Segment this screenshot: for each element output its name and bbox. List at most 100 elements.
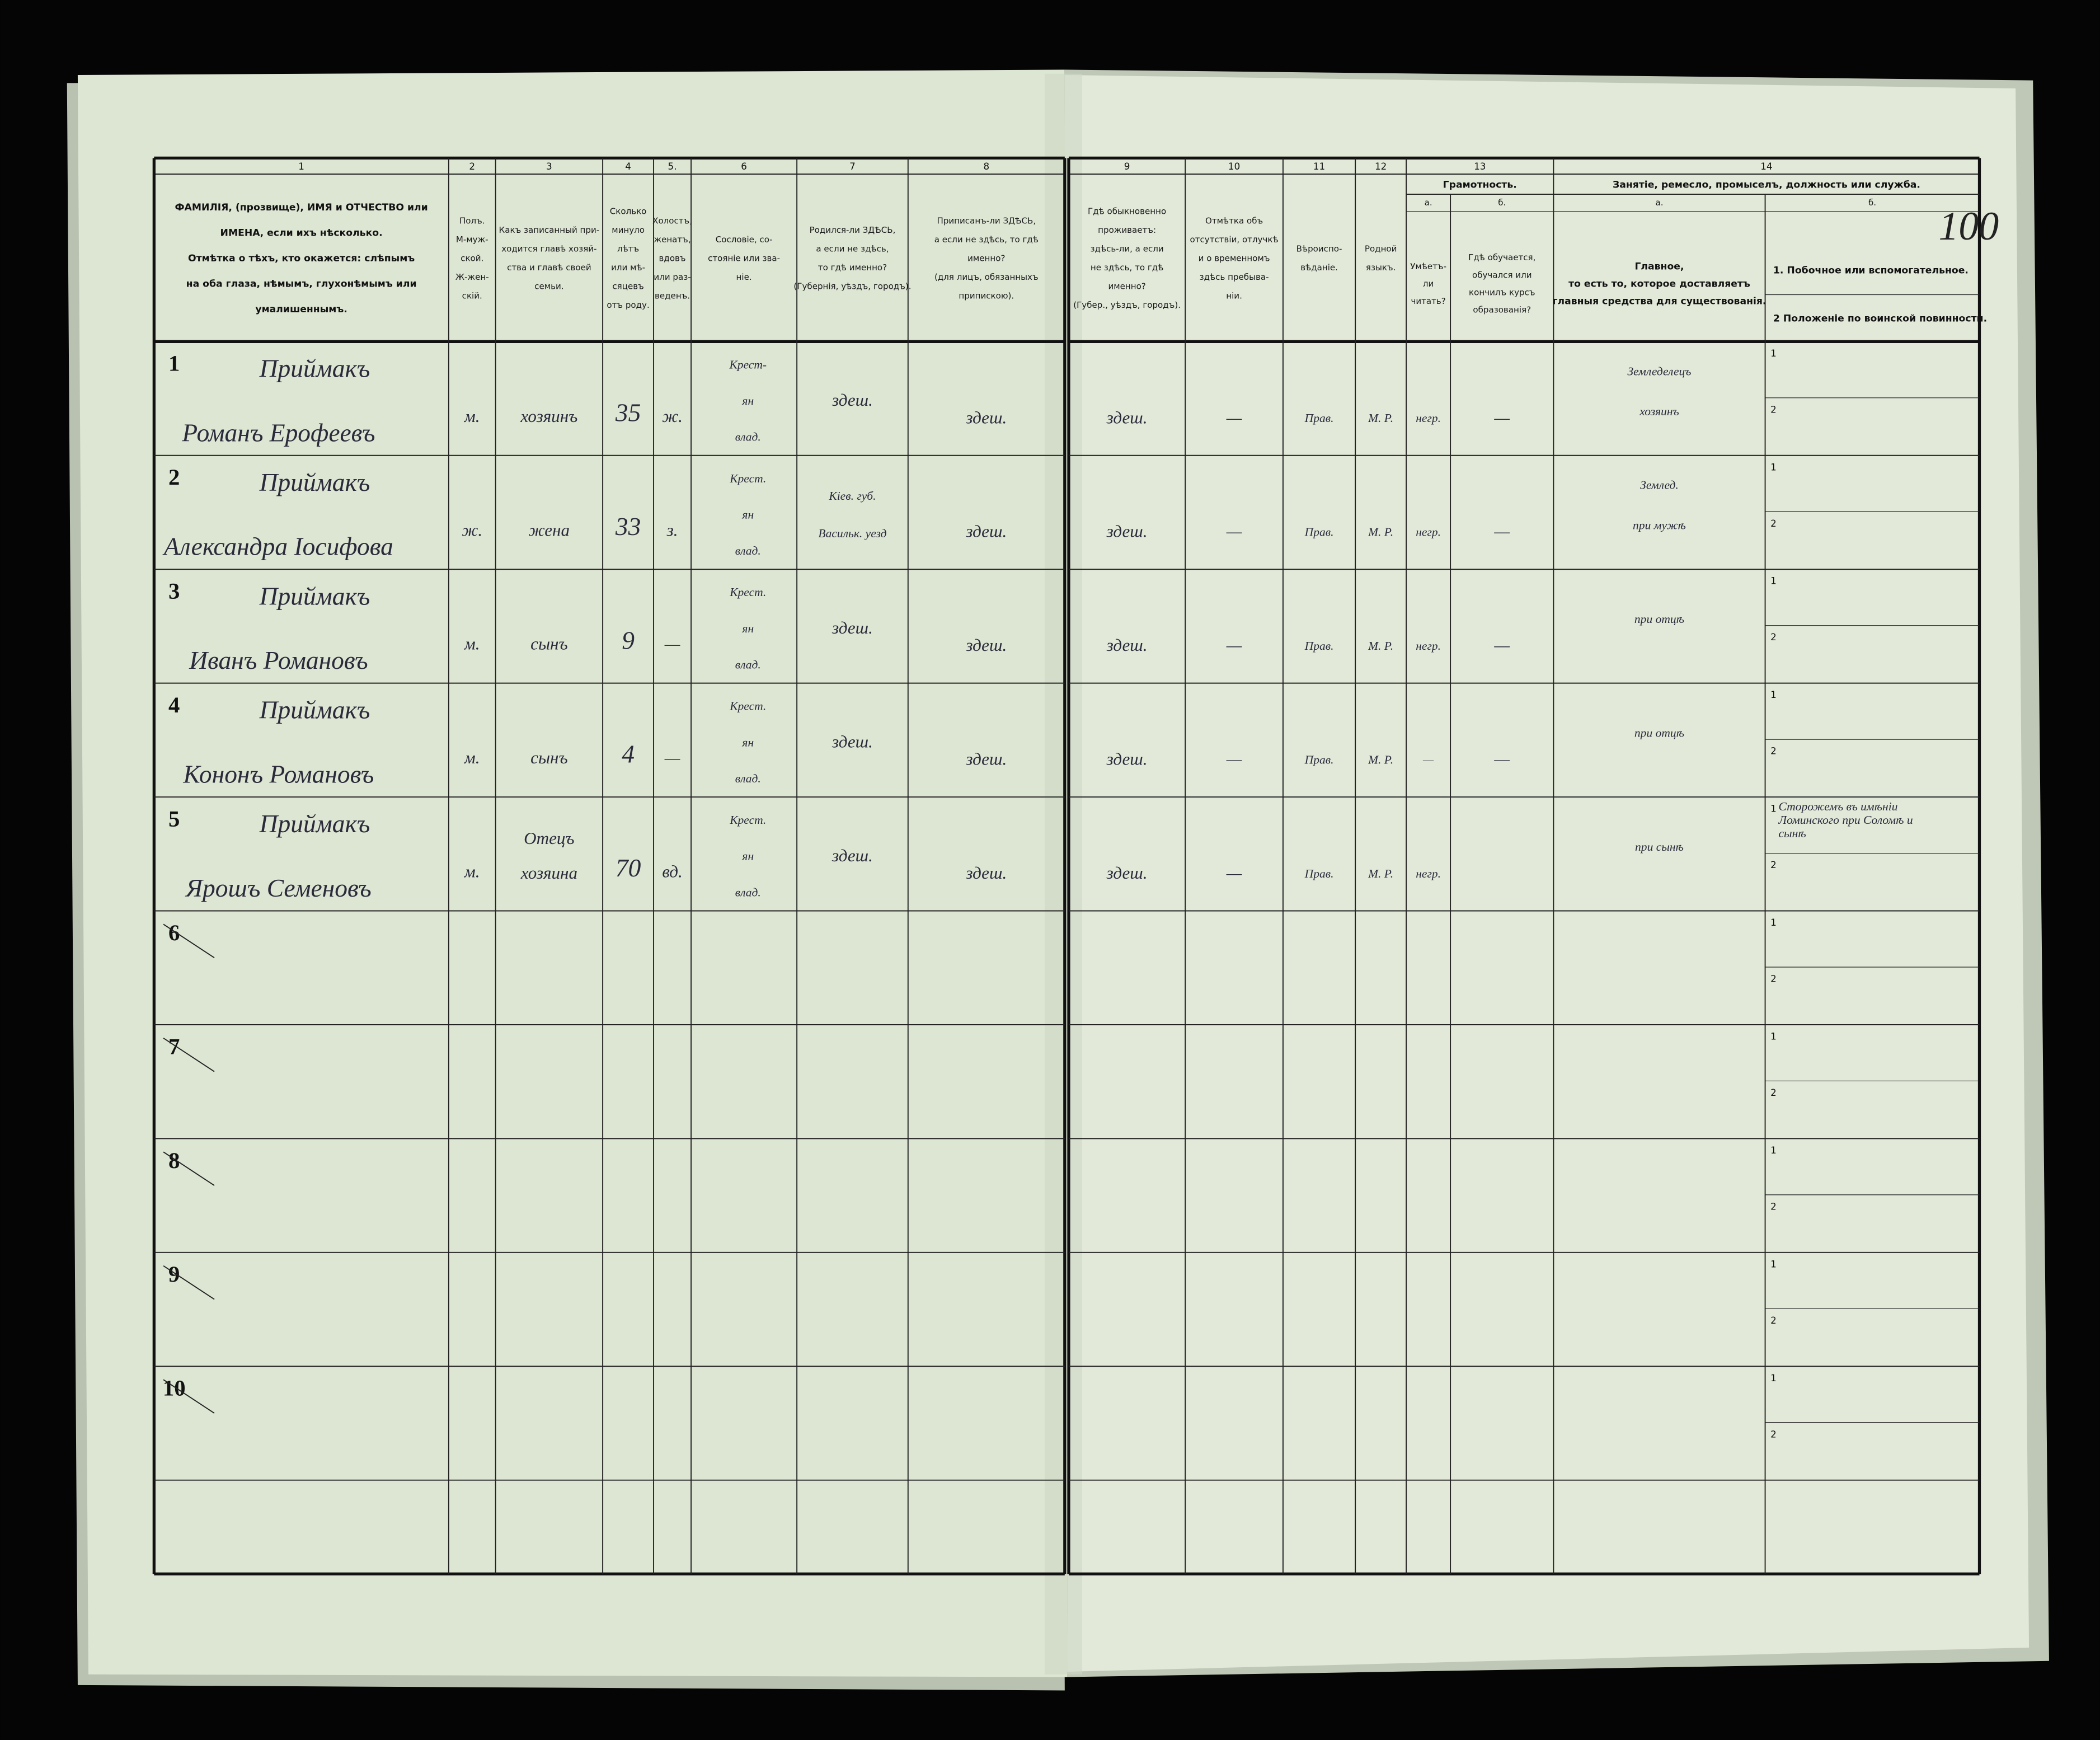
header-text: Ж-жен- xyxy=(455,272,489,282)
header-text: Гдѣ обыкновенно xyxy=(1088,207,1166,217)
header-text: вдовъ xyxy=(659,253,686,263)
religion: Прав. xyxy=(1304,526,1334,539)
education: — xyxy=(1493,635,1510,655)
estate: Крест. xyxy=(729,585,766,599)
marital-status: — xyxy=(664,748,680,767)
occupation-main: при отцѣ xyxy=(1634,726,1684,740)
absence: — xyxy=(1226,407,1242,427)
sub-label: 1 xyxy=(1770,348,1777,359)
language: М. Р. xyxy=(1368,411,1393,425)
column-number: 9 xyxy=(1124,161,1130,172)
sub-label: 2 xyxy=(1770,745,1777,757)
column-number: 14 xyxy=(1760,161,1772,172)
birthplace: Васильк. уезд xyxy=(818,527,886,540)
header-text: сяцевъ xyxy=(612,282,643,292)
absence: — xyxy=(1226,863,1242,883)
language: М. Р. xyxy=(1368,526,1393,539)
religion: Прав. xyxy=(1304,753,1334,766)
header-text: кончилъ курсъ xyxy=(1469,287,1535,297)
age: 35 xyxy=(615,398,641,426)
column-number: 6 xyxy=(741,161,747,172)
header-text: Сколько xyxy=(610,207,647,217)
header-text: вѣданіе. xyxy=(1300,262,1338,273)
header-text: обучался или xyxy=(1472,270,1532,280)
residence: здеш. xyxy=(1106,635,1148,655)
sub-letter: б. xyxy=(1868,198,1876,208)
header-text: Отмѣтка объ xyxy=(1205,215,1263,226)
sub-letter: б. xyxy=(1498,198,1506,208)
row-number: 1 xyxy=(168,351,180,376)
header-text: то есть то, которое доставляетъ xyxy=(1568,278,1750,289)
header-text: здѣсь пребыва- xyxy=(1200,272,1269,282)
absence: — xyxy=(1226,522,1242,541)
estate: ян xyxy=(741,622,754,635)
literacy: негр. xyxy=(1416,526,1441,539)
header-text: лѣтъ xyxy=(617,244,639,254)
header-text: Гдѣ обучается, xyxy=(1468,252,1535,262)
sub-label: 2 xyxy=(1770,518,1777,529)
age: 33 xyxy=(615,512,641,541)
row-number: 4 xyxy=(168,692,180,717)
sex: м. xyxy=(464,406,480,426)
education: — xyxy=(1493,407,1510,427)
header-text: минуло xyxy=(612,225,645,235)
row-number: 9 xyxy=(168,1261,180,1287)
header-text: Родился-ли ЗДѢСЬ, xyxy=(810,225,896,235)
birthplace: здеш. xyxy=(831,846,873,865)
registered: здеш. xyxy=(965,407,1007,427)
header-text: ства и главѣ своей xyxy=(507,262,591,273)
literacy: — xyxy=(1422,753,1434,766)
surname: Приймакъ xyxy=(259,696,370,724)
header-text: именно? xyxy=(967,253,1005,263)
header-text: и о временномъ xyxy=(1199,253,1270,263)
estate: влад. xyxy=(735,430,761,444)
sub-label: 2 xyxy=(1770,1200,1777,1212)
absence: — xyxy=(1226,635,1242,655)
header-text: умалишеннымъ. xyxy=(255,304,347,315)
estate: влад. xyxy=(735,658,761,671)
header-text: (Губер., уѣздъ, городъ). xyxy=(1073,300,1181,310)
birthplace: Кіев. губ. xyxy=(828,489,876,503)
relation: хозяина xyxy=(520,863,577,883)
age: 9 xyxy=(622,626,635,654)
occupation-secondary: Ломинского при Соломѣ и xyxy=(1778,813,1913,827)
header-text: то гдѣ именно? xyxy=(818,262,887,273)
sub-label: 1 xyxy=(1770,1030,1777,1042)
registered: здеш. xyxy=(965,522,1007,541)
header-text: не здѣсь, то гдѣ xyxy=(1091,262,1163,273)
marital-status: — xyxy=(664,634,680,654)
page-mark: 100 xyxy=(1939,204,1999,248)
header-text: главныя средства для существованія. xyxy=(1552,296,1766,307)
column-number: 10 xyxy=(1228,161,1240,172)
column-number: 13 xyxy=(1474,161,1486,172)
registered: здеш. xyxy=(965,863,1007,883)
religion: Прав. xyxy=(1304,639,1334,653)
header-text: семьи. xyxy=(534,282,563,292)
header-text: Полъ. xyxy=(459,215,485,226)
column-number: 11 xyxy=(1313,161,1325,172)
sub-label: 1 xyxy=(1770,1145,1777,1156)
header-text: Какъ записанный при- xyxy=(499,225,600,235)
sub-label: 2 xyxy=(1770,1087,1777,1098)
header-text: проживаетъ: xyxy=(1098,225,1156,235)
birthplace: здеш. xyxy=(831,390,873,410)
header-text: отъ роду. xyxy=(607,300,649,310)
surname: Приймакъ xyxy=(259,354,370,382)
literacy: негр. xyxy=(1416,411,1441,425)
sub-label: 2 xyxy=(1770,404,1777,415)
religion: Прав. xyxy=(1304,867,1334,880)
column-number: 4 xyxy=(625,161,631,172)
header-text: читать? xyxy=(1411,296,1445,306)
header-text: ходится главѣ хозяй- xyxy=(501,244,596,254)
sub-label: 1 xyxy=(1770,689,1777,700)
estate: Крест. xyxy=(729,700,766,713)
occupation-main: при отцѣ xyxy=(1634,612,1684,626)
sub-label: 1 xyxy=(1770,1258,1777,1269)
given-name: Романъ Ерофеевъ xyxy=(181,418,375,447)
header-text: М-муж- xyxy=(456,234,488,245)
residence: здеш. xyxy=(1106,863,1148,883)
header-text: ФАМИЛІЯ, (прозвище), ИМЯ и ОТЧЕСТВО или xyxy=(175,202,427,213)
estate: Крест- xyxy=(729,358,767,371)
header-text: стояніе или зва- xyxy=(708,253,780,263)
